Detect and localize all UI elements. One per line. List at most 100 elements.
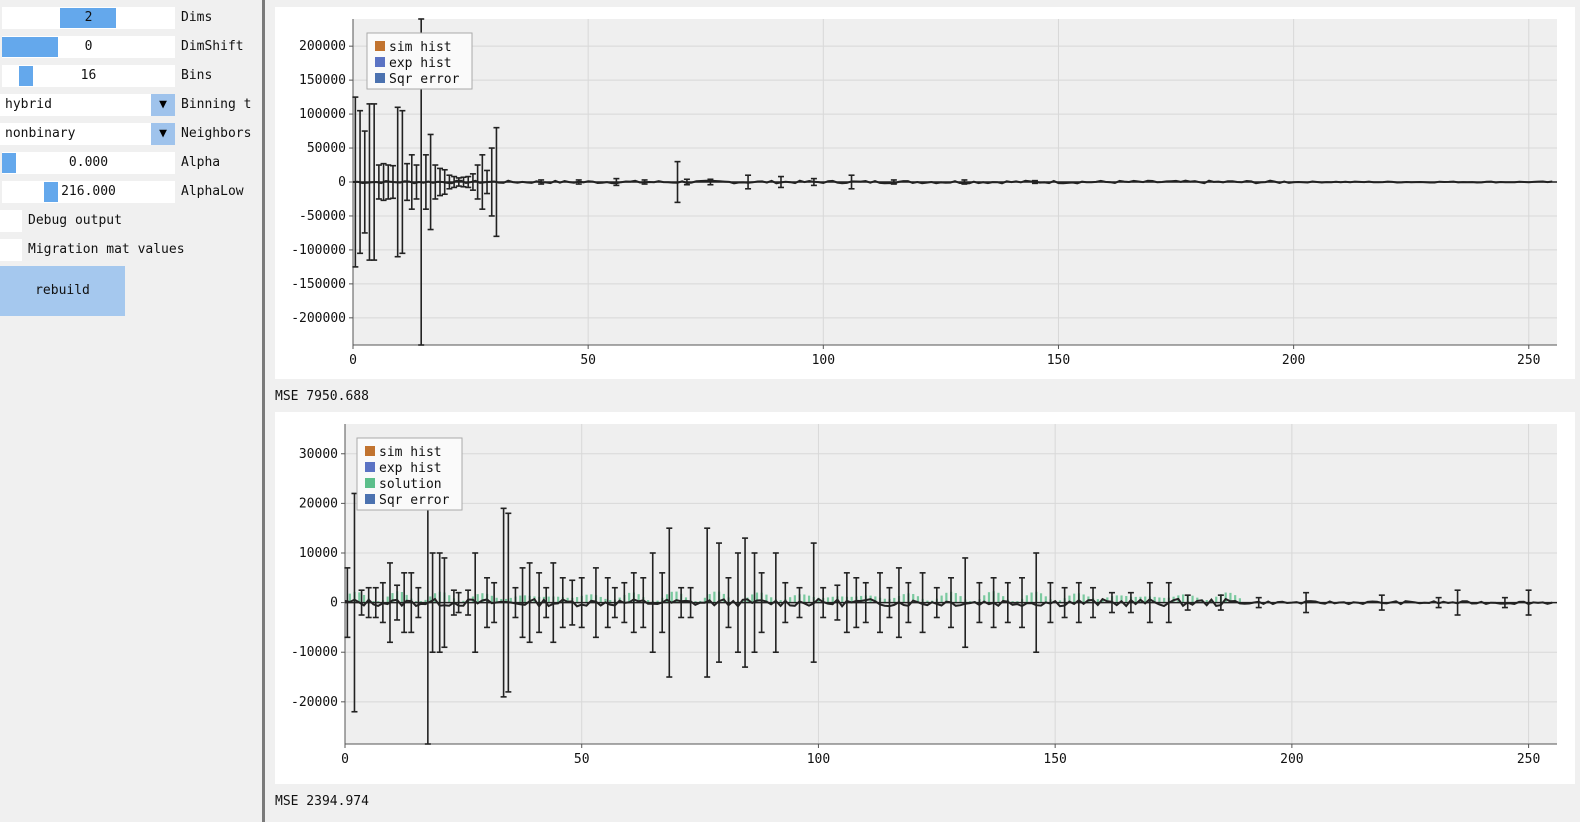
- solution-bar: [590, 594, 593, 603]
- solution-bar: [599, 596, 602, 603]
- chart-panel-1: 200000 150000 100000 50000 0 -50000 -100000 -15…: [275, 7, 1575, 379]
- solution-bar: [504, 598, 508, 603]
- dims-label: Dims: [181, 10, 213, 25]
- solution-bar: [860, 595, 863, 603]
- x-tick-label: 250: [1517, 353, 1540, 368]
- solution-bar: [523, 595, 527, 603]
- solution-bar: [358, 592, 361, 603]
- y-tick-label: 0: [338, 175, 346, 190]
- solution-bar: [609, 599, 612, 603]
- solution-bar: [850, 596, 853, 603]
- solution-bar: [789, 597, 792, 603]
- y-tick-label: 100000: [299, 107, 346, 122]
- legend-label: Sqr error: [389, 72, 460, 87]
- solution-bar: [424, 599, 427, 603]
- rebuild-button[interactable]: rebuild: [0, 266, 125, 316]
- solution-bar: [604, 598, 607, 603]
- x-tick-label: 200: [1280, 752, 1303, 767]
- solution-bar: [1106, 597, 1109, 603]
- solution-bar: [665, 594, 669, 603]
- solution-bar: [751, 594, 754, 603]
- solution-bar: [741, 600, 744, 603]
- solution-bar: [1191, 595, 1194, 603]
- solution-bar: [1115, 595, 1118, 603]
- solution-bar: [575, 597, 579, 603]
- dims-row: 2 Dims: [0, 7, 262, 29]
- neighbors-label: Neighbors: [181, 126, 252, 141]
- solution-bar: [566, 597, 569, 603]
- solution-bar: [476, 594, 479, 603]
- legend-label: exp hist: [389, 56, 452, 71]
- solution-bar: [945, 592, 948, 603]
- alpha-slider[interactable]: 0.000: [2, 152, 175, 174]
- bins-slider[interactable]: 16: [2, 65, 175, 87]
- alpha-slider-fill: [2, 153, 16, 173]
- solution-bar: [637, 594, 640, 603]
- migration-values-label: Migration mat values: [28, 242, 185, 257]
- solution-bar: [874, 596, 877, 603]
- x-tick-label: 100: [807, 752, 830, 767]
- solution-bar: [1073, 593, 1076, 603]
- neighbors-select[interactable]: nonbinary ▼: [0, 123, 175, 145]
- solution-bar: [1044, 596, 1047, 603]
- debug-output-label: Debug output: [28, 213, 122, 228]
- y-tick-label: -200000: [291, 311, 346, 326]
- dimshift-slider-fill: [2, 37, 58, 57]
- chart-panel-2: 30000 20000 10000 0 -10000 -20000 0 50 100 150 200…: [275, 412, 1575, 784]
- solution-bar: [765, 594, 768, 603]
- legend-swatch: [365, 494, 375, 504]
- solution-bar: [1082, 594, 1085, 603]
- legend-swatch: [375, 41, 385, 51]
- solution-bar: [1096, 599, 1099, 603]
- solution-bar: [1134, 596, 1137, 603]
- solution-bar: [803, 594, 806, 603]
- migration-values-checkbox[interactable]: [0, 239, 22, 261]
- solution-bar: [926, 600, 929, 603]
- dimshift-slider[interactable]: 0: [2, 36, 175, 58]
- neighbors-value: nonbinary: [5, 126, 76, 141]
- x-tick-label: 0: [341, 752, 349, 767]
- alpha-value: 0.000: [68, 155, 109, 170]
- solution-bar: [807, 595, 811, 603]
- dropdown-arrow-icon[interactable]: ▼: [151, 123, 175, 145]
- alphalow-slider[interactable]: 216.000: [2, 181, 175, 203]
- y-tick-label: 20000: [299, 496, 338, 511]
- solution-bar: [826, 597, 830, 603]
- solution-bar: [722, 593, 725, 603]
- solution-bar: [883, 598, 886, 603]
- solution-bar: [713, 591, 716, 603]
- solution-bar: [557, 596, 560, 603]
- solution-bar: [1158, 597, 1161, 603]
- splitter[interactable]: [262, 0, 265, 822]
- x-tick-label: 150: [1043, 752, 1066, 767]
- solution-bar: [893, 597, 896, 603]
- dimshift-label: DimShift: [181, 39, 244, 54]
- solution-bar: [1039, 593, 1043, 603]
- solution-bar: [429, 596, 432, 603]
- y-tick-label: 30000: [299, 447, 338, 462]
- legend-swatch: [365, 462, 375, 472]
- debug-output-checkbox[interactable]: [0, 210, 22, 232]
- dimshift-row: 0 DimShift: [0, 36, 262, 58]
- solution-bar: [793, 595, 796, 603]
- chart-1: 200000 150000 100000 50000 0 -50000 -100000 -15…: [291, 18, 1557, 368]
- solution-bar: [400, 591, 404, 603]
- y-tick-label: 0: [330, 596, 338, 611]
- solution-bar: [912, 594, 915, 603]
- solution-bar: [831, 596, 834, 603]
- binning-select[interactable]: hybrid ▼: [0, 94, 175, 116]
- alphalow-row: 216.000 AlphaLow: [0, 181, 262, 203]
- dims-slider[interactable]: 2: [2, 7, 175, 29]
- binning-value: hybrid: [5, 97, 52, 112]
- solution-bar: [490, 595, 493, 603]
- alphalow-label: AlphaLow: [181, 184, 244, 199]
- x-tick-label: 200: [1282, 353, 1305, 368]
- dropdown-arrow-icon[interactable]: ▼: [151, 94, 175, 116]
- solution-bar: [755, 592, 759, 603]
- y-tick-label: -100000: [291, 243, 346, 258]
- solution-bar: [675, 591, 678, 603]
- solution-bar: [448, 595, 451, 603]
- legend-swatch: [365, 446, 375, 456]
- solution-bar: [519, 595, 522, 603]
- y-tick-label: 10000: [299, 546, 338, 561]
